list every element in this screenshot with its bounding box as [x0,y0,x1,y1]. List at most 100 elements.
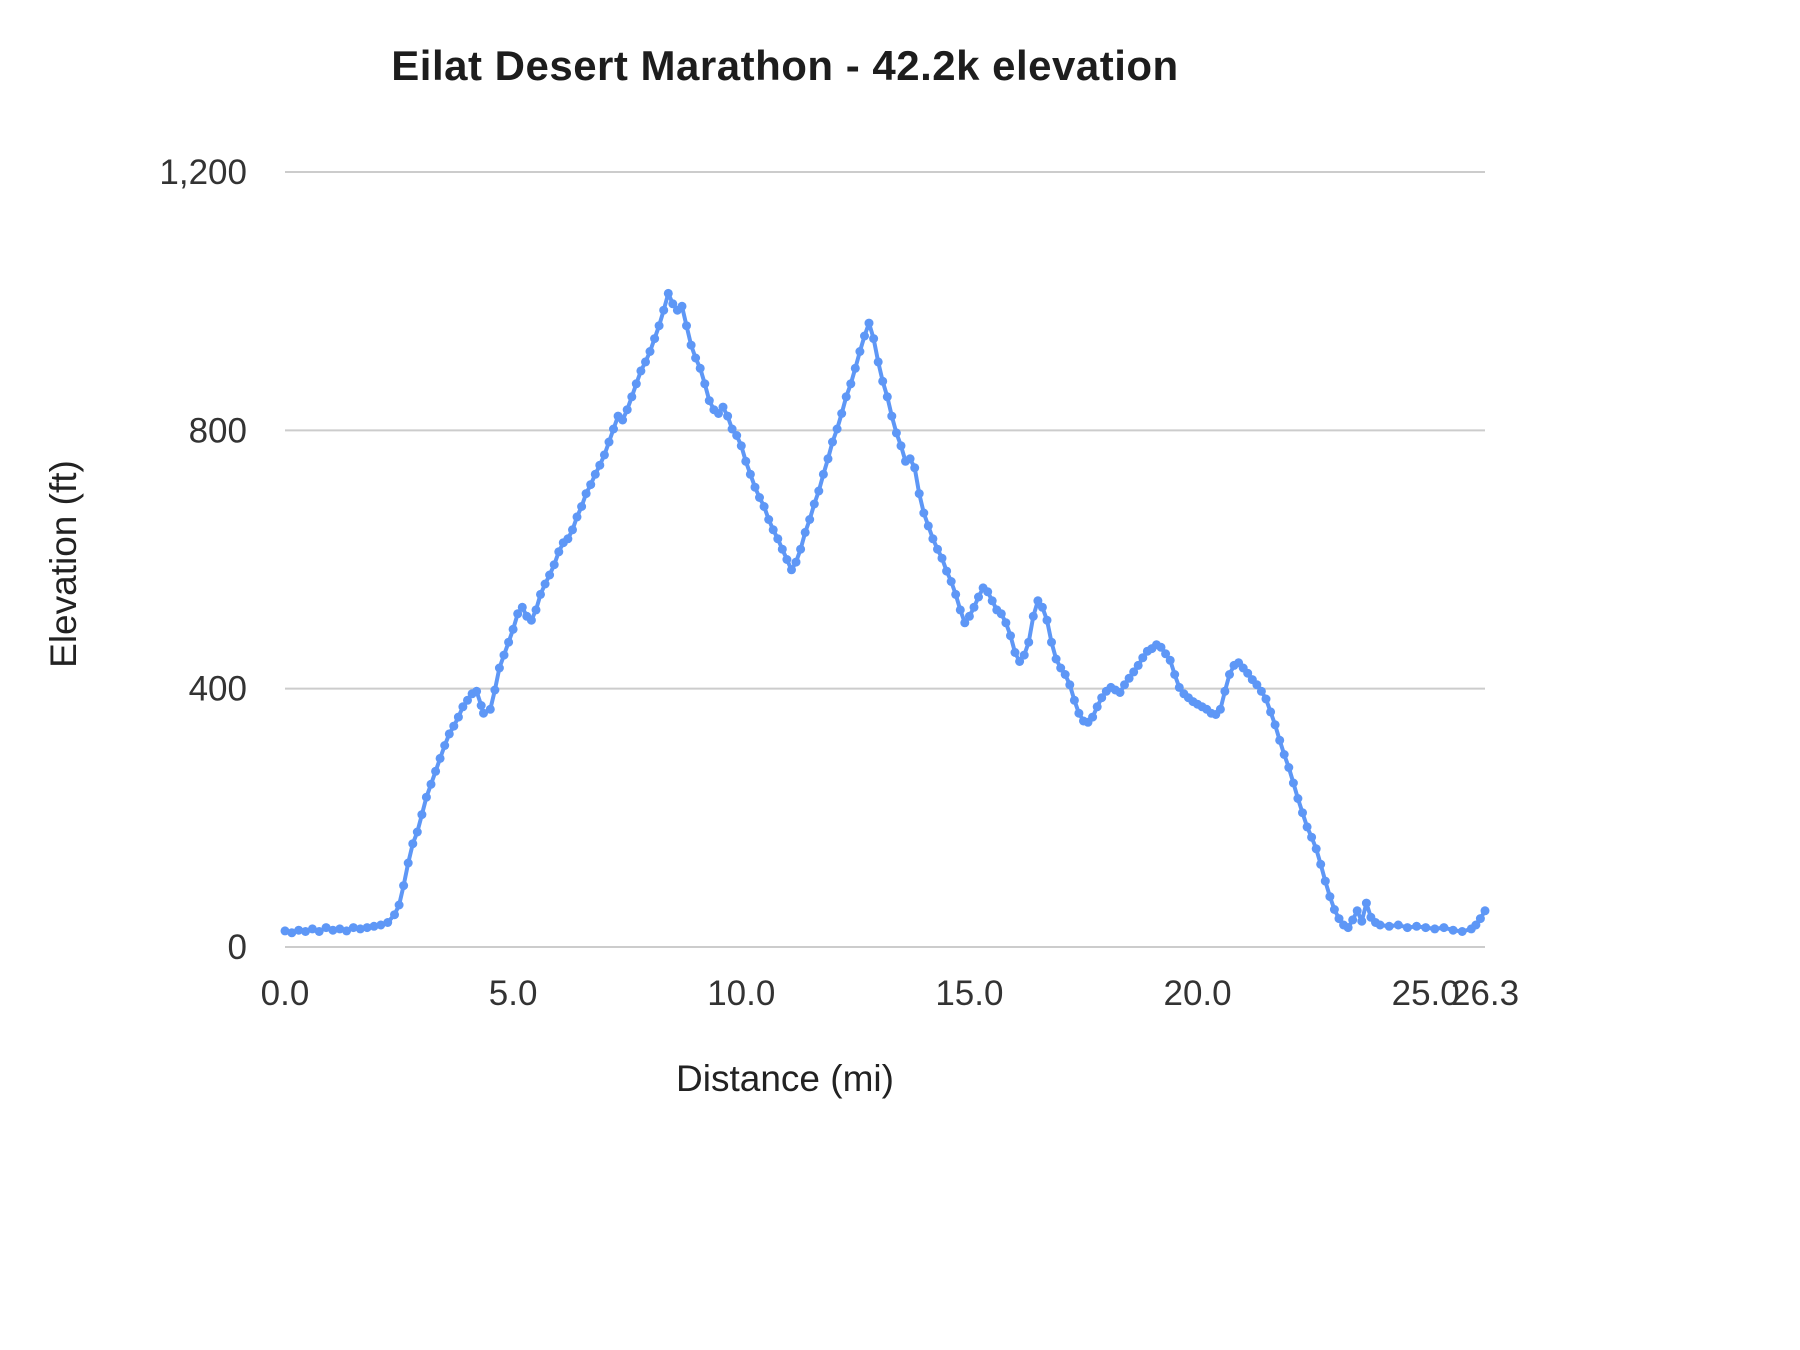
data-point [476,701,486,710]
data-point [759,502,769,511]
data-point [581,489,591,499]
data-point [1161,649,1171,659]
data-point [394,900,404,910]
data-point [1343,923,1353,933]
data-point [645,347,655,356]
data-point [1270,720,1280,730]
y-tick-labels: 0 400 800 1,200 [159,153,247,967]
data-point [942,566,952,576]
data-point [536,589,545,599]
data-point [960,618,970,628]
data-point [1475,914,1485,924]
data-point [1120,680,1129,690]
data-point [595,460,605,470]
data-point [1001,618,1011,628]
data-point [435,753,445,763]
data-point [1124,673,1134,683]
x-tick-label: 10.0 [707,974,775,1013]
data-point [1393,920,1403,930]
x-tick-label: 25.0 [1392,974,1460,1013]
data-point [1037,602,1047,612]
data-point [399,881,409,891]
data-point [1051,654,1061,664]
data-point [878,376,888,386]
data-point [362,923,372,933]
data-point [1311,844,1321,854]
data-point [1165,655,1175,665]
data-point [540,579,550,589]
data-point [983,587,993,597]
data-point [1074,708,1084,718]
data-point [1320,876,1330,886]
data-point [1334,914,1344,924]
data-point [631,379,641,389]
data-point [1133,660,1143,670]
data-point [449,721,459,731]
data-point [691,353,701,363]
data-point [659,305,669,315]
data-point [832,424,842,434]
x-tick-label: 26.3 [1451,974,1519,1013]
data-point [768,525,778,535]
data-point [1092,702,1102,712]
data-point [421,792,431,802]
data-point [1065,680,1075,690]
data-point [777,544,787,554]
data-point [636,366,646,376]
y-tick-label: 1,200 [159,153,247,192]
data-point [864,318,874,328]
data-point [1015,657,1025,666]
data-point [1298,808,1307,818]
data-point [1252,680,1262,690]
data-point [787,565,796,575]
data-point [732,431,742,440]
data-point [1357,916,1367,926]
data-point [1069,695,1079,705]
data-point [1448,925,1458,935]
data-point [887,411,897,421]
data-point [933,544,942,554]
data-point [1329,905,1339,914]
data-point [1010,648,1020,657]
data-point [577,502,587,511]
data-point [695,363,705,373]
data-point [526,615,536,625]
data-point [531,605,541,615]
data-point [390,910,399,920]
data-point [1047,637,1056,647]
data-point [1033,596,1043,606]
data-point [426,779,436,789]
data-point [403,858,413,868]
data-point [700,379,710,389]
data-point [1307,832,1317,842]
data-point [823,454,833,464]
data-point [1275,735,1285,745]
data-point [545,570,555,580]
data-point [1115,688,1125,697]
data-point [609,424,618,434]
data-point [280,926,290,936]
data-point [946,577,956,586]
data-point [850,363,860,373]
data-point [923,521,933,531]
data-point [440,741,450,750]
data-point [841,392,851,402]
x-axis-title: Distance (mi) [676,1058,894,1099]
x-tick-label: 5.0 [489,974,538,1013]
data-point [723,411,733,421]
y-tick-label: 400 [189,670,247,709]
chart-title: Eilat Desert Marathon - 42.2k elevation [391,42,1179,89]
data-point [654,321,664,331]
data-point [287,928,297,938]
data-point [809,499,819,509]
data-point [417,810,427,820]
data-point [301,927,310,936]
data-point [1430,924,1440,934]
data-point [328,925,338,935]
data-point [431,766,441,776]
data-point [1352,906,1362,916]
data-point [1024,637,1034,647]
x-tick-labels: 0.0 5.0 10.0 15.0 20.0 25.026.3 [261,974,1519,1013]
